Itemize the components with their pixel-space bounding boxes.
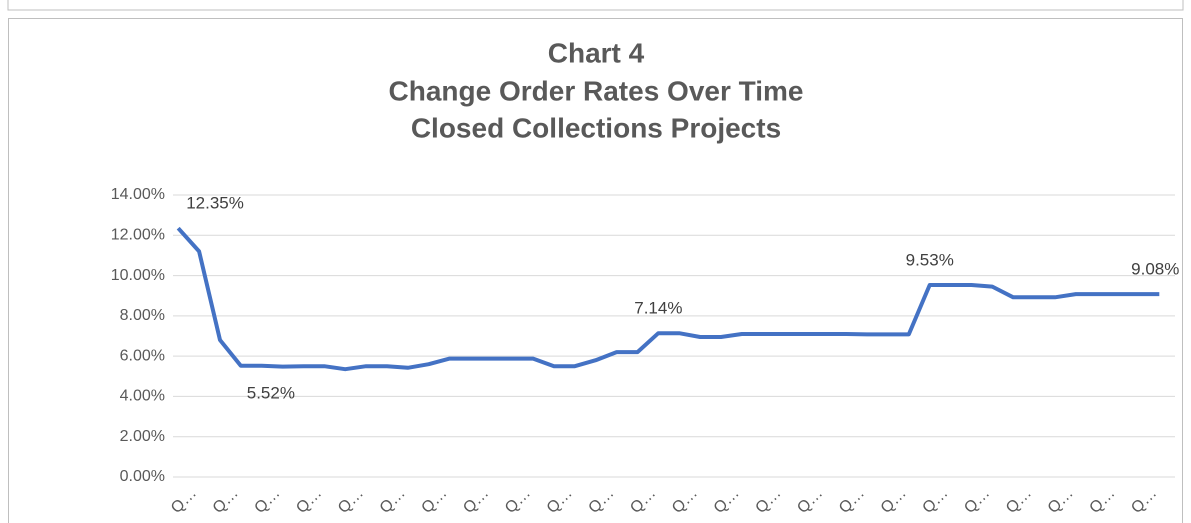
data-label: 12.35% bbox=[186, 194, 244, 213]
y-tick-label: 12.00% bbox=[111, 227, 165, 244]
chart-title: Closed Collections Projects bbox=[411, 112, 781, 143]
data-line bbox=[176, 226, 1160, 372]
chart-title: Chart 4 bbox=[548, 37, 645, 68]
chart-title: Change Order Rates Over Time bbox=[389, 75, 804, 106]
data-label: 9.53% bbox=[906, 251, 954, 270]
y-tick-label: 10.00% bbox=[111, 267, 165, 284]
y-tick-label: 6.00% bbox=[120, 347, 165, 364]
y-tick-label: 0.00% bbox=[120, 468, 165, 485]
y-tick-label: 8.00% bbox=[120, 307, 165, 324]
top-frame bbox=[7, 0, 1184, 11]
y-tick-label: 4.00% bbox=[120, 388, 165, 405]
y-tick-label: 2.00% bbox=[120, 428, 165, 445]
data-label: 7.14% bbox=[634, 299, 682, 318]
data-label: 9.08% bbox=[1131, 260, 1179, 279]
data-label: 5.52% bbox=[247, 383, 295, 402]
y-tick-label: 14.00% bbox=[111, 186, 165, 203]
